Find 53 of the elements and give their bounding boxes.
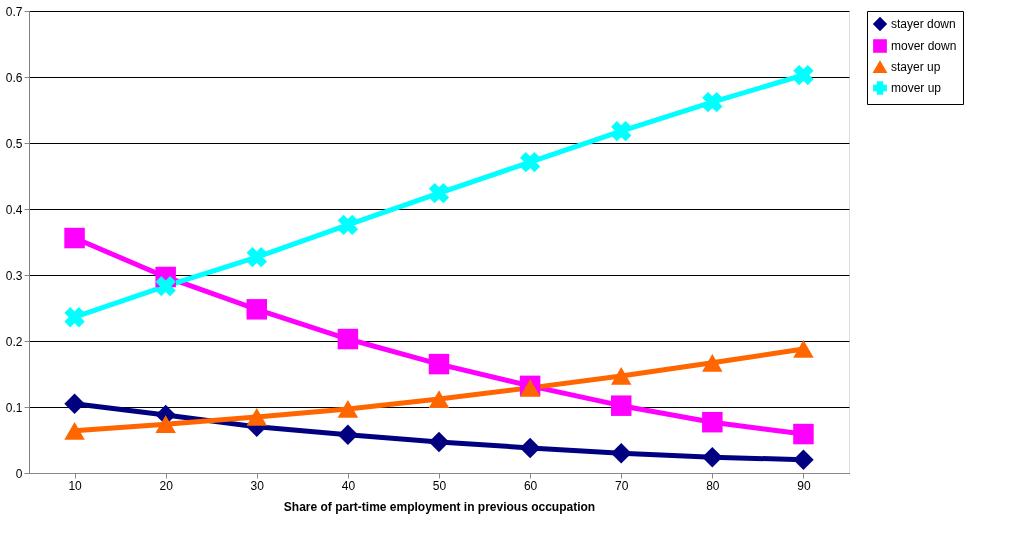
point <box>64 393 85 414</box>
point <box>64 307 85 328</box>
point <box>793 423 814 445</box>
x-tick-label: 90 <box>797 478 811 493</box>
point <box>610 395 632 416</box>
x-tick-label: 50 <box>432 478 447 493</box>
point <box>337 424 359 445</box>
legend-label: mover down <box>891 39 957 53</box>
point <box>793 340 814 358</box>
y-tick-label: 0.1 <box>5 400 23 415</box>
point <box>337 328 359 350</box>
legend-label: stayer down <box>891 17 956 31</box>
point <box>337 214 359 235</box>
x-tick-label: 80 <box>706 478 720 493</box>
x-tick-label: 30 <box>250 478 265 493</box>
point <box>428 390 450 408</box>
y-tick-label: 0.2 <box>5 334 23 349</box>
x-tick-label: 40 <box>341 478 356 493</box>
legend-label: mover up <box>891 81 942 95</box>
point <box>702 353 723 372</box>
point <box>610 442 632 464</box>
y-tick-label: 0 <box>15 466 23 481</box>
point <box>793 449 814 471</box>
point <box>519 152 541 173</box>
point <box>155 415 176 434</box>
y-tick-label: 0.7 <box>5 4 23 19</box>
point <box>428 183 450 204</box>
point <box>702 411 723 433</box>
point <box>428 431 450 453</box>
point <box>246 247 267 268</box>
point <box>428 353 450 375</box>
point <box>246 299 268 320</box>
x-tick-label: 70 <box>615 478 629 493</box>
y-tick-label: 0.6 <box>5 70 23 85</box>
point <box>793 64 814 86</box>
y-tick-label: 0.5 <box>5 136 23 151</box>
point <box>519 437 541 459</box>
point <box>155 276 176 297</box>
point <box>337 400 359 418</box>
x-tick-label: 10 <box>68 478 83 493</box>
x-tick-label: 20 <box>159 478 174 493</box>
point <box>702 446 723 468</box>
y-tick-label: 0.3 <box>5 268 23 283</box>
point <box>610 367 632 385</box>
x-axis-title: Share of part-time employment in previous occupation <box>283 499 596 514</box>
point <box>246 408 268 426</box>
point <box>64 227 85 249</box>
point <box>611 120 632 142</box>
y-tick-label: 0.4 <box>5 202 23 217</box>
x-tick-label: 60 <box>523 478 538 493</box>
point <box>702 91 723 113</box>
point <box>64 421 85 440</box>
legend-label: stayer up <box>891 60 941 74</box>
